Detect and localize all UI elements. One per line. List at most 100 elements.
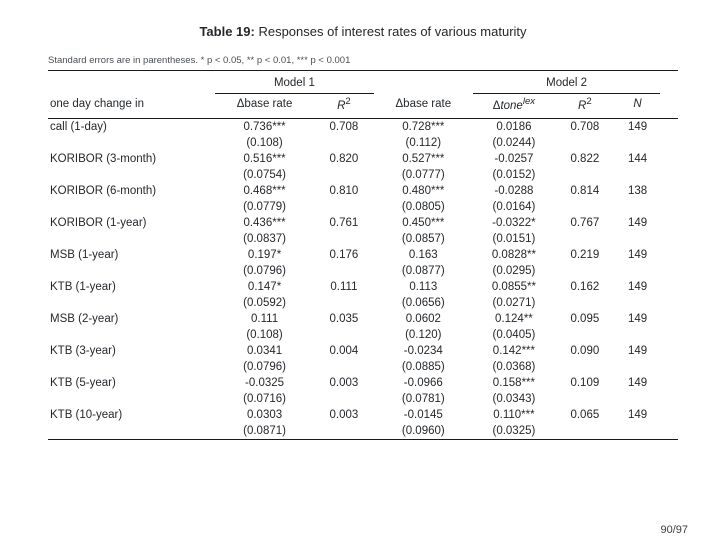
m2-tone-se: (0.0343) xyxy=(473,391,555,407)
row-n: 138 xyxy=(615,183,661,215)
m1-se: (0.0837) xyxy=(215,231,314,247)
row-n: 149 xyxy=(615,247,661,279)
m2-coef: 0.728*** xyxy=(374,118,473,135)
m2-tone: 0.124** xyxy=(473,311,555,327)
table-row: KTB (5-year)-0.03250.003-0.09660.158***0… xyxy=(48,375,678,391)
m1-coef: 0.436*** xyxy=(215,215,314,231)
m1-r2: 0.820 xyxy=(314,151,374,183)
m1-coef: 0.0341 xyxy=(215,343,314,359)
m2-r2: 0.822 xyxy=(555,151,615,183)
m2-tone: 0.158*** xyxy=(473,375,555,391)
table-body: call (1-day)0.736***0.7080.728***0.01860… xyxy=(48,118,678,439)
row-label: KORIBOR (3-month) xyxy=(48,151,215,183)
m2-coef: 0.163 xyxy=(374,247,473,263)
m2-tone-se: (0.0151) xyxy=(473,231,555,247)
m2-coef: 0.113 xyxy=(374,279,473,295)
table-row: MSB (2-year)0.1110.0350.06020.124**0.095… xyxy=(48,311,678,327)
model1-header: Model 1 xyxy=(215,71,374,94)
m2-tone: 0.0828** xyxy=(473,247,555,263)
m2-r2: 0.065 xyxy=(555,407,615,440)
m1-coef: 0.147* xyxy=(215,279,314,295)
col-r2-1: R2 xyxy=(314,94,374,119)
row-label: KORIBOR (6-month) xyxy=(48,183,215,215)
col-dtone: tonelex xyxy=(473,94,555,119)
table-footnote: Standard errors are in parentheses. * p … xyxy=(48,55,678,66)
table-title: Table 19: Responses of interest rates of… xyxy=(48,24,678,39)
row-label: KTB (3-year) xyxy=(48,343,215,375)
m2-r2: 0.109 xyxy=(555,375,615,407)
row-label: KORIBOR (1-year) xyxy=(48,215,215,247)
m2-tone-se: (0.0244) xyxy=(473,135,555,151)
col-r2-2: R2 xyxy=(555,94,615,119)
row-label: KTB (5-year) xyxy=(48,375,215,407)
row-n: 149 xyxy=(615,118,661,151)
results-table: Model 1 Model 2 one day change in base r… xyxy=(48,70,678,440)
m1-coef: 0.0303 xyxy=(215,407,314,423)
m1-se: (0.108) xyxy=(215,327,314,343)
table-row: KORIBOR (1-year)0.436***0.7610.450***-0.… xyxy=(48,215,678,231)
m1-se: (0.108) xyxy=(215,135,314,151)
table-title-text: Responses of interest rates of various m… xyxy=(255,24,527,39)
row-label: KTB (10-year) xyxy=(48,407,215,440)
m2-tone: 0.0855** xyxy=(473,279,555,295)
m1-se: (0.0796) xyxy=(215,263,314,279)
m2-coef: 0.480*** xyxy=(374,183,473,199)
m2-se: (0.112) xyxy=(374,135,473,151)
table-number: Table 19: xyxy=(199,24,254,39)
m1-se: (0.0754) xyxy=(215,167,314,183)
m2-tone: 0.0186 xyxy=(473,118,555,135)
m2-tone: -0.0257 xyxy=(473,151,555,167)
m2-r2: 0.814 xyxy=(555,183,615,215)
row-n: 149 xyxy=(615,343,661,375)
m2-coef: 0.0602 xyxy=(374,311,473,327)
m2-se: (0.120) xyxy=(374,327,473,343)
m2-tone-se: (0.0325) xyxy=(473,423,555,440)
m2-r2: 0.095 xyxy=(555,311,615,343)
m2-coef: -0.0234 xyxy=(374,343,473,359)
m1-coef: 0.516*** xyxy=(215,151,314,167)
m2-tone-se: (0.0295) xyxy=(473,263,555,279)
table-row: KORIBOR (3-month)0.516***0.8200.527***-0… xyxy=(48,151,678,167)
m2-coef: 0.450*** xyxy=(374,215,473,231)
m2-tone: -0.0322* xyxy=(473,215,555,231)
m1-r2: 0.003 xyxy=(314,375,374,407)
m1-se: (0.0716) xyxy=(215,391,314,407)
m2-r2: 0.090 xyxy=(555,343,615,375)
row-label: KTB (1-year) xyxy=(48,279,215,311)
row-label: MSB (2-year) xyxy=(48,311,215,343)
m2-tone-se: (0.0368) xyxy=(473,359,555,375)
m2-se: (0.0857) xyxy=(374,231,473,247)
m1-coef: -0.0325 xyxy=(215,375,314,391)
m2-se: (0.0885) xyxy=(374,359,473,375)
col-dbase-2: base rate xyxy=(374,94,473,119)
m2-se: (0.0777) xyxy=(374,167,473,183)
m2-tone: 0.142*** xyxy=(473,343,555,359)
m2-r2: 0.708 xyxy=(555,118,615,151)
row-n: 149 xyxy=(615,375,661,407)
table-row: KTB (3-year)0.03410.004-0.02340.142***0.… xyxy=(48,343,678,359)
m2-r2: 0.767 xyxy=(555,215,615,247)
m2-tone: -0.0288 xyxy=(473,183,555,199)
m2-se: (0.0656) xyxy=(374,295,473,311)
m1-r2: 0.761 xyxy=(314,215,374,247)
m1-coef: 0.468*** xyxy=(215,183,314,199)
m2-coef: -0.0966 xyxy=(374,375,473,391)
table-row: MSB (1-year)0.197*0.1760.1630.0828**0.21… xyxy=(48,247,678,263)
row-label: MSB (1-year) xyxy=(48,247,215,279)
m1-coef: 0.197* xyxy=(215,247,314,263)
table-row: KTB (1-year)0.147*0.1110.1130.0855**0.16… xyxy=(48,279,678,295)
m2-tone-se: (0.0271) xyxy=(473,295,555,311)
m1-se: (0.0592) xyxy=(215,295,314,311)
m2-se: (0.0805) xyxy=(374,199,473,215)
row-n: 149 xyxy=(615,311,661,343)
row-n: 149 xyxy=(615,279,661,311)
row-n: 149 xyxy=(615,215,661,247)
m1-r2: 0.176 xyxy=(314,247,374,279)
m2-tone: 0.110*** xyxy=(473,407,555,423)
m1-r2: 0.035 xyxy=(314,311,374,343)
m1-se: (0.0871) xyxy=(215,423,314,440)
row-label-header: one day change in xyxy=(48,94,215,119)
model2-header: Model 2 xyxy=(473,71,661,94)
m2-se: (0.0960) xyxy=(374,423,473,440)
m2-r2: 0.219 xyxy=(555,247,615,279)
